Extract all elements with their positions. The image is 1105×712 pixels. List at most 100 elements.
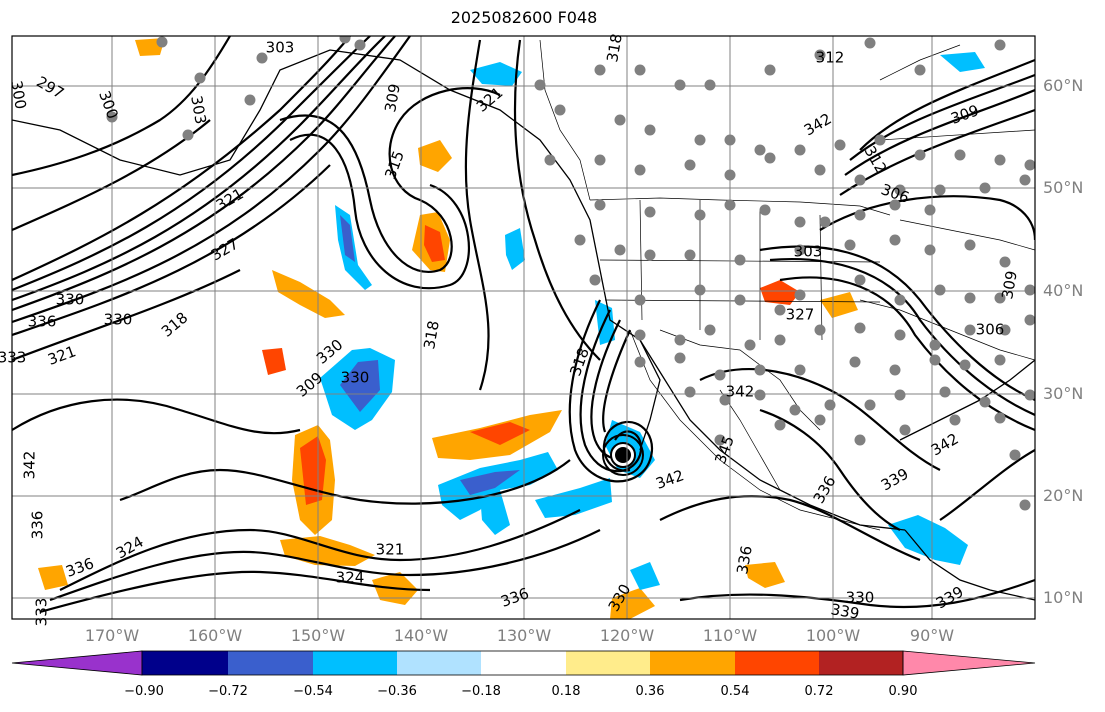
station-marker [819, 216, 831, 228]
lon-label-90w: 90°W [909, 626, 955, 645]
station-marker [854, 322, 866, 334]
station-marker [814, 164, 826, 176]
station-marker [714, 369, 726, 381]
colorbar-segment [650, 651, 735, 675]
station-marker [994, 154, 1006, 166]
contour-label: 327 [786, 306, 815, 324]
contour-label: 330 [341, 369, 370, 387]
grid-lines [12, 36, 1035, 619]
station-marker [889, 364, 901, 376]
colorbar-tick: 0.90 [888, 684, 918, 699]
lon-label-130w: 130°W [496, 626, 552, 645]
positive-anomaly-patch [418, 140, 452, 172]
station-marker [894, 184, 906, 196]
station-marker [774, 334, 786, 346]
station-marker [854, 274, 866, 286]
station-marker [794, 244, 806, 256]
contour-label: 342 [726, 383, 755, 401]
station-marker [964, 239, 976, 251]
lon-label-120w: 120°W [599, 626, 655, 645]
station-marker [789, 404, 801, 416]
contour-label: 330 [846, 589, 875, 607]
colorbar-segment [142, 651, 228, 675]
station-marker [256, 52, 268, 64]
station-marker [534, 79, 546, 91]
station-marker [1024, 389, 1035, 401]
station-marker [644, 206, 656, 218]
station-marker [999, 324, 1011, 336]
negative-anomaly-patch [340, 360, 380, 412]
station-marker [764, 152, 776, 164]
station-marker [574, 234, 586, 246]
station-marker [724, 134, 736, 146]
negative-anomaly-patch [630, 562, 660, 590]
station-marker [594, 64, 606, 76]
positive-anomaly-patch [470, 422, 530, 445]
positive-anomaly-patch [272, 270, 345, 318]
contour-label: 336 [28, 313, 57, 331]
station-marker [719, 394, 731, 406]
station-marker [939, 386, 951, 398]
station-marker [814, 324, 826, 336]
lat-label-50n: 50°N [1043, 178, 1084, 197]
station-marker [924, 244, 936, 256]
positive-anomaly-patch [760, 280, 800, 305]
negative-anomaly-patch [505, 228, 525, 270]
station-marker [354, 39, 366, 51]
colorbar-tick: 0.54 [720, 684, 750, 699]
lat-label-20n: 20°N [1043, 486, 1084, 505]
station-marker [764, 64, 776, 76]
station-marker [899, 424, 911, 436]
colorbar-over-arrow [902, 650, 1036, 676]
contour-label: 312 [816, 49, 845, 67]
colorbar-segment [735, 651, 819, 675]
station-marker [934, 284, 946, 296]
colorbar-segment [313, 651, 397, 675]
station-marker [644, 124, 656, 136]
station-marker [999, 256, 1011, 268]
colorbar [11, 650, 1036, 676]
contour-label: 303 [794, 243, 823, 261]
lat-label-40n: 40°N [1043, 281, 1084, 300]
negative-anomaly-patch [480, 490, 510, 535]
lon-label-110w: 110°W [702, 626, 758, 645]
contour-label: 300 [7, 79, 30, 110]
station-marker [589, 274, 601, 286]
colorbar-tick: −0.90 [124, 684, 164, 699]
station-marker [744, 339, 756, 351]
station-marker [1019, 174, 1031, 186]
station-marker [759, 204, 771, 216]
contour-label: 318 [420, 319, 443, 350]
station-marker [924, 204, 936, 216]
station-marker [634, 164, 646, 176]
map-frame [11, 35, 1036, 620]
negative-anomaly-patch [460, 470, 520, 495]
station-marker [674, 79, 686, 91]
station-marker [994, 39, 1006, 51]
lat-label-60n: 60°N [1043, 76, 1084, 95]
station-marker [684, 249, 696, 261]
station-marker [634, 294, 646, 306]
positive-anomaly-patch [262, 348, 286, 375]
positive-anomaly-patch [424, 225, 445, 262]
contour-label: 318 [603, 32, 626, 63]
colorbar-under-arrow [11, 650, 143, 676]
station-marker [914, 149, 926, 161]
station-marker [949, 414, 961, 426]
station-markers [106, 36, 1035, 511]
station-marker [814, 414, 826, 426]
station-marker [554, 104, 566, 116]
station-marker [734, 254, 746, 266]
contour-lines [12, 36, 1035, 614]
station-marker [774, 419, 786, 431]
station-marker [834, 139, 846, 151]
station-marker [724, 169, 736, 181]
station-marker [854, 209, 866, 221]
colorbar-segment [566, 651, 650, 675]
station-marker [674, 352, 686, 364]
station-marker [894, 389, 906, 401]
contour-label: 309 [381, 82, 404, 113]
lon-label-150w: 150°W [290, 626, 346, 645]
chart-title: 2025082600 F048 [450, 8, 598, 27]
station-marker [894, 294, 906, 306]
